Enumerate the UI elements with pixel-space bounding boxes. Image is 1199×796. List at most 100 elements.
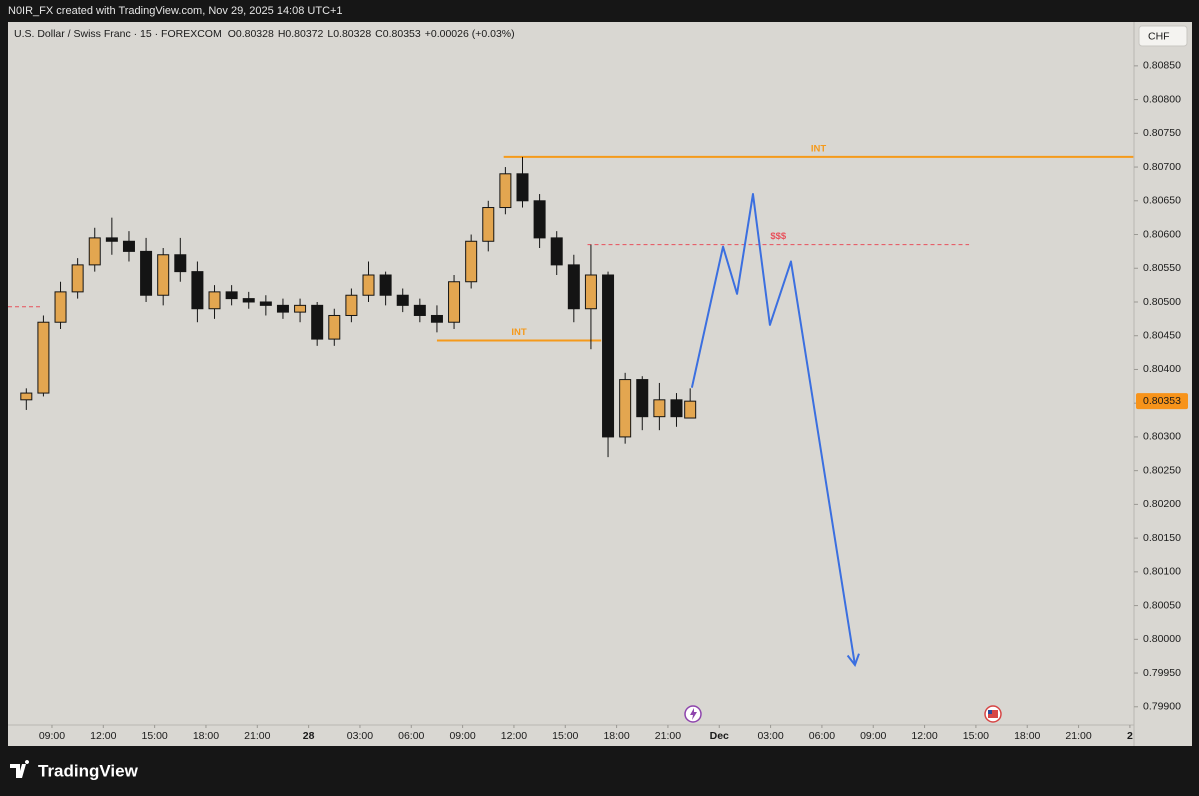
candle-body — [465, 240, 478, 283]
candle-body — [225, 291, 238, 300]
level-label: $$$ — [770, 231, 787, 242]
chart-area — [8, 22, 1192, 746]
brand-logo — [10, 760, 30, 778]
currency-button[interactable] — [1138, 25, 1188, 47]
candle-body — [448, 281, 461, 323]
y-tick-label: 0.80500 — [1143, 296, 1181, 308]
candle-body — [294, 304, 307, 313]
event-icon-glyph — [690, 708, 697, 720]
candle-body — [157, 254, 170, 296]
candle-body — [413, 304, 426, 316]
candle-body — [533, 200, 546, 239]
y-tick-label: 0.80700 — [1143, 161, 1181, 173]
x-tick-label: 03:00 — [757, 730, 783, 742]
candle-body — [191, 271, 204, 310]
x-tick-label: 03:00 — [347, 730, 373, 742]
candle-body — [567, 264, 580, 310]
legend-item: H0.80372 — [278, 28, 324, 40]
y-tick-label: 0.80200 — [1143, 498, 1181, 510]
candle-body — [71, 264, 84, 293]
x-tick-label: 09:00 — [860, 730, 886, 742]
y-tick-label: 0.80250 — [1143, 464, 1181, 476]
x-tick-label: 15:00 — [552, 730, 578, 742]
candle-body — [105, 237, 118, 242]
candle-body — [259, 301, 272, 306]
candle-body — [174, 254, 187, 273]
y-tick-label: 0.80050 — [1143, 599, 1181, 611]
x-tick-label: 18:00 — [603, 730, 629, 742]
level-label: INT — [811, 143, 827, 154]
x-tick-label: 09:00 — [39, 730, 65, 742]
candle-body — [516, 173, 529, 202]
y-tick-label: 0.80600 — [1143, 228, 1181, 240]
x-tick-label: 18:00 — [1014, 730, 1040, 742]
candle-body — [328, 314, 341, 340]
x-tick-label: 06:00 — [809, 730, 835, 742]
plot: INT INT $$$ — [8, 143, 1134, 668]
x-tick-label: 15:00 — [963, 730, 989, 742]
brand: TradingView — [38, 761, 139, 780]
y-tick-label: 0.80300 — [1143, 431, 1181, 443]
candle-body — [619, 379, 632, 438]
candle-body — [140, 250, 153, 296]
credit: N0IR_FX created with TradingView.com, No… — [8, 5, 343, 17]
x-tick-label: 18:00 — [193, 730, 219, 742]
projection-path — [690, 193, 856, 666]
y-tick-label: 0.80400 — [1143, 363, 1181, 375]
candle-body — [362, 274, 375, 296]
y-tick-label: 0.80450 — [1143, 330, 1181, 342]
y-tick-label: 0.80800 — [1143, 93, 1181, 105]
x-tick-label: 12:00 — [90, 730, 116, 742]
x-tick-label: 09:00 — [449, 730, 475, 742]
x-tick-label: 12:00 — [911, 730, 937, 742]
candle-body — [345, 294, 358, 316]
y-tick-label: 0.80550 — [1143, 262, 1181, 274]
candle-body — [122, 240, 135, 252]
y-tick-label: 0.80850 — [1143, 60, 1181, 72]
x-tick-label: 21:00 — [655, 730, 681, 742]
candle-body — [584, 274, 597, 310]
candle-body — [54, 291, 67, 323]
y-tick-label: 0.79950 — [1143, 667, 1181, 679]
last-price-label: 0.80353 — [1143, 395, 1181, 407]
legend-item: C0.80353 — [375, 28, 421, 40]
candle-body — [88, 237, 101, 266]
x-tick-label: 2 — [1127, 730, 1133, 742]
candle-body — [670, 399, 683, 418]
candle-body — [20, 392, 33, 401]
candle-body — [311, 304, 324, 340]
last-price-tag — [1136, 393, 1188, 410]
legend-item: O0.80328 — [228, 28, 274, 40]
currency: CHF — [1148, 30, 1170, 42]
candle-body — [379, 274, 392, 296]
candle-body — [653, 399, 666, 418]
candle-body — [636, 379, 649, 418]
y-tick-label: 0.80000 — [1143, 633, 1181, 645]
candle-body — [482, 207, 495, 242]
level-label: INT — [511, 327, 527, 338]
x-tick-label: 12:00 — [501, 730, 527, 742]
x-tick-label: 06:00 — [398, 730, 424, 742]
candle-body — [550, 237, 563, 266]
y-tick-label: 0.80750 — [1143, 127, 1181, 139]
flag-glyph — [988, 710, 998, 718]
legend-item: L0.80328 — [327, 28, 371, 40]
legend-item: +0.00026 (+0.03%) — [425, 28, 515, 40]
y-tick-label: 0.80100 — [1143, 566, 1181, 578]
y-tick-label: 0.80650 — [1143, 195, 1181, 207]
candle-body — [242, 298, 255, 303]
candle-body — [499, 173, 512, 209]
x-tick-label: 21:00 — [244, 730, 270, 742]
flag-glyph — [988, 710, 992, 714]
projection-arrowhead — [846, 653, 860, 668]
legend-item: U.S. Dollar / Swiss Franc · 15 · FOREXCO… — [14, 28, 222, 40]
y-tick-label: 0.80150 — [1143, 532, 1181, 544]
candle-body — [208, 291, 221, 310]
candle-body — [396, 294, 409, 306]
candle-body — [684, 400, 697, 419]
candle-body — [430, 314, 443, 323]
legend: U.S. Dollar / Swiss Franc · 15 · FOREXCO… — [14, 28, 515, 40]
x-tick-label: Dec — [710, 730, 729, 742]
